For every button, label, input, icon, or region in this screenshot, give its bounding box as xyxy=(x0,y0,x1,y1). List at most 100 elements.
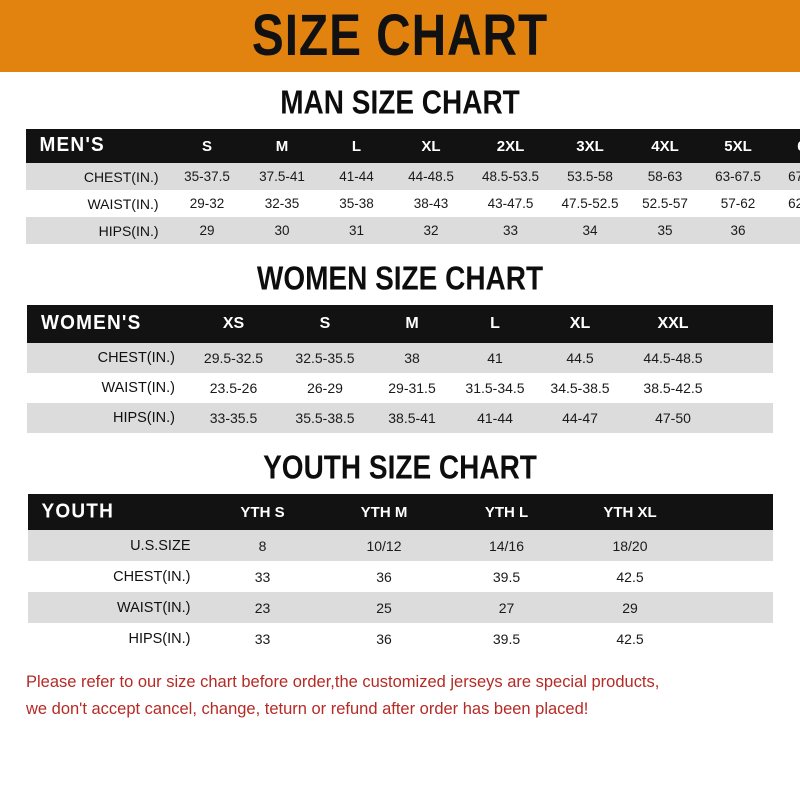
table-cell: 8 xyxy=(258,537,267,554)
footer-note: Please refer to our size chart before or… xyxy=(26,668,752,722)
row-label: WAIST(IN.) xyxy=(116,599,191,616)
table-cell-spacer xyxy=(693,530,773,561)
table-cell: 18/20 xyxy=(612,537,648,554)
table-cell: 25 xyxy=(376,599,392,616)
footer-note-line-2: we don't accept cancel, change, teturn o… xyxy=(26,699,589,718)
row-label: CHEST(IN.) xyxy=(97,350,175,366)
table-cell-spacer xyxy=(722,343,773,373)
table-cell: 37.5-41 xyxy=(259,169,305,184)
table-row: WAIST(IN.) 23 25 27 29 xyxy=(27,592,773,623)
table-cell: 26-29 xyxy=(307,380,343,396)
women-header-cell: WOMEN'S xyxy=(41,312,142,335)
man-size-table: MEN'S S M L XL 2XL 3XL 4XL 5XL 6XL CHEST… xyxy=(25,129,800,244)
man-header-cell: L xyxy=(351,137,362,155)
table-cell: 35-37.5 xyxy=(184,169,230,184)
table-cell: 41-44 xyxy=(339,169,374,184)
table-cell: 35 xyxy=(657,223,673,238)
banner-title: SIZE CHART xyxy=(251,3,549,69)
footer-note-line-1: Please refer to our size chart before or… xyxy=(26,672,660,691)
table-cell: 36 xyxy=(376,568,392,585)
table-cell: 29 xyxy=(199,223,215,238)
table-cell: 32 xyxy=(423,223,439,238)
table-cell: 62-66.5 xyxy=(788,196,800,211)
man-header-cell: M xyxy=(275,137,289,155)
row-label: WAIST(IN.) xyxy=(87,195,159,212)
row-label: CHEST(IN.) xyxy=(113,568,191,585)
table-row: WAIST(IN.) 23.5-26 26-29 29-31.5 31.5-34… xyxy=(27,373,773,403)
table-cell: 33 xyxy=(254,568,271,585)
man-header-cell: 5XL xyxy=(724,137,752,155)
table-cell: 43-47.5 xyxy=(487,196,534,211)
man-header-cell: 6XL xyxy=(775,129,800,163)
man-header-cell: 2XL xyxy=(496,137,525,155)
table-row: U.S.SIZE 8 10/12 14/16 18/20 xyxy=(27,530,773,561)
youth-size-table: YOUTH YTH S YTH M YTH L YTH XL U.S.SIZE … xyxy=(27,494,773,654)
table-row: HIPS(IN.) 33-35.5 35.5-38.5 38.5-41 41-4… xyxy=(27,403,773,433)
table-cell: 29-31.5 xyxy=(388,380,436,396)
table-cell: 10/12 xyxy=(366,537,402,554)
youth-header-cell: YTH L xyxy=(484,503,529,521)
row-label: HIPS(IN.) xyxy=(98,222,159,239)
women-header-cell: L xyxy=(490,315,500,332)
table-cell: 27 xyxy=(498,599,515,616)
table-cell: 29.5-32.5 xyxy=(203,350,264,366)
table-cell: 29-32 xyxy=(189,196,225,211)
table-cell-spacer xyxy=(693,623,773,654)
table-cell: 41-44 xyxy=(477,410,513,426)
row-label: HIPS(IN.) xyxy=(112,410,175,426)
table-row: CHEST(IN.) 33 36 39.5 42.5 xyxy=(27,561,773,592)
table-cell: 47.5-52.5 xyxy=(561,196,619,211)
table-row: WAIST(IN.) 29-32 32-35 35-38 38-43 43-47… xyxy=(25,190,800,217)
women-size-table: WOMEN'S XS S M L XL XXL CHEST(IN.) 29.5-… xyxy=(27,305,773,433)
table-cell: 31 xyxy=(348,223,365,238)
table-cell: 38.5-42.5 xyxy=(643,380,703,396)
women-header-cell: XL xyxy=(569,315,591,332)
table-cell: 44-47 xyxy=(562,410,598,426)
table-cell: 57-62 xyxy=(720,196,756,211)
banner: SIZE CHART xyxy=(0,0,800,72)
women-header-cell: S xyxy=(319,315,331,332)
row-label: U.S.SIZE xyxy=(130,537,191,554)
table-cell-spacer xyxy=(693,561,773,592)
women-header-cell: XS xyxy=(222,315,245,332)
youth-size-table-wrapper: YOUTH YTH S YTH M YTH L YTH XL U.S.SIZE … xyxy=(27,494,773,654)
table-cell: 48.5-53.5 xyxy=(481,169,540,184)
table-cell: 35.5-38.5 xyxy=(295,410,355,426)
man-header-row: MEN'S S M L XL 2XL 3XL 4XL 5XL 6XL xyxy=(25,129,800,163)
youth-header-cell: YTH M xyxy=(360,503,408,521)
table-cell: 53.5-58 xyxy=(567,169,613,184)
table-cell: 29 xyxy=(622,599,638,616)
row-label: CHEST(IN.) xyxy=(83,168,159,185)
table-cell: 52.5-57 xyxy=(642,196,688,211)
table-cell: 39.5 xyxy=(492,568,521,585)
youth-header-cell: YOUTH xyxy=(41,500,114,523)
table-cell: 32.5-35.5 xyxy=(295,350,355,366)
row-label: WAIST(IN.) xyxy=(101,380,175,396)
table-cell: 39.5 xyxy=(492,630,521,647)
youth-header-row: YOUTH YTH S YTH M YTH L YTH XL xyxy=(27,494,773,530)
table-cell: 33 xyxy=(502,223,519,238)
women-size-table-wrapper: WOMEN'S XS S M L XL XXL CHEST(IN.) 29.5-… xyxy=(27,305,773,433)
table-cell: 14/16 xyxy=(488,537,525,554)
table-row: CHEST(IN.) 35-37.5 37.5-41 41-44 44-48.5… xyxy=(25,163,800,190)
table-cell: 47-50 xyxy=(655,410,691,426)
table-cell: 30 xyxy=(274,223,290,238)
table-cell: 44.5 xyxy=(566,350,594,366)
table-row: HIPS(IN.) 33 36 39.5 42.5 xyxy=(27,623,773,654)
table-cell: 42.5 xyxy=(616,630,644,647)
table-cell-spacer xyxy=(722,373,773,403)
table-cell: 36 xyxy=(730,223,746,238)
table-cell: 31.5-34.5 xyxy=(465,380,525,396)
man-header-cell: XL xyxy=(421,137,441,155)
man-section-title: MAN SIZE CHART xyxy=(280,84,520,121)
man-header-cell: MEN'S xyxy=(39,134,105,157)
women-header-row: WOMEN'S XS S M L XL XXL xyxy=(27,305,773,343)
table-cell-spacer xyxy=(693,592,773,623)
man-header-cell: S xyxy=(201,137,212,155)
women-header-spacer xyxy=(722,305,773,343)
table-cell: 58-63 xyxy=(647,169,683,184)
youth-header-cell: YTH XL xyxy=(603,503,657,521)
table-row: CHEST(IN.) 29.5-32.5 32.5-35.5 38 41 44.… xyxy=(27,343,773,373)
table-cell: 35-38 xyxy=(339,196,374,211)
